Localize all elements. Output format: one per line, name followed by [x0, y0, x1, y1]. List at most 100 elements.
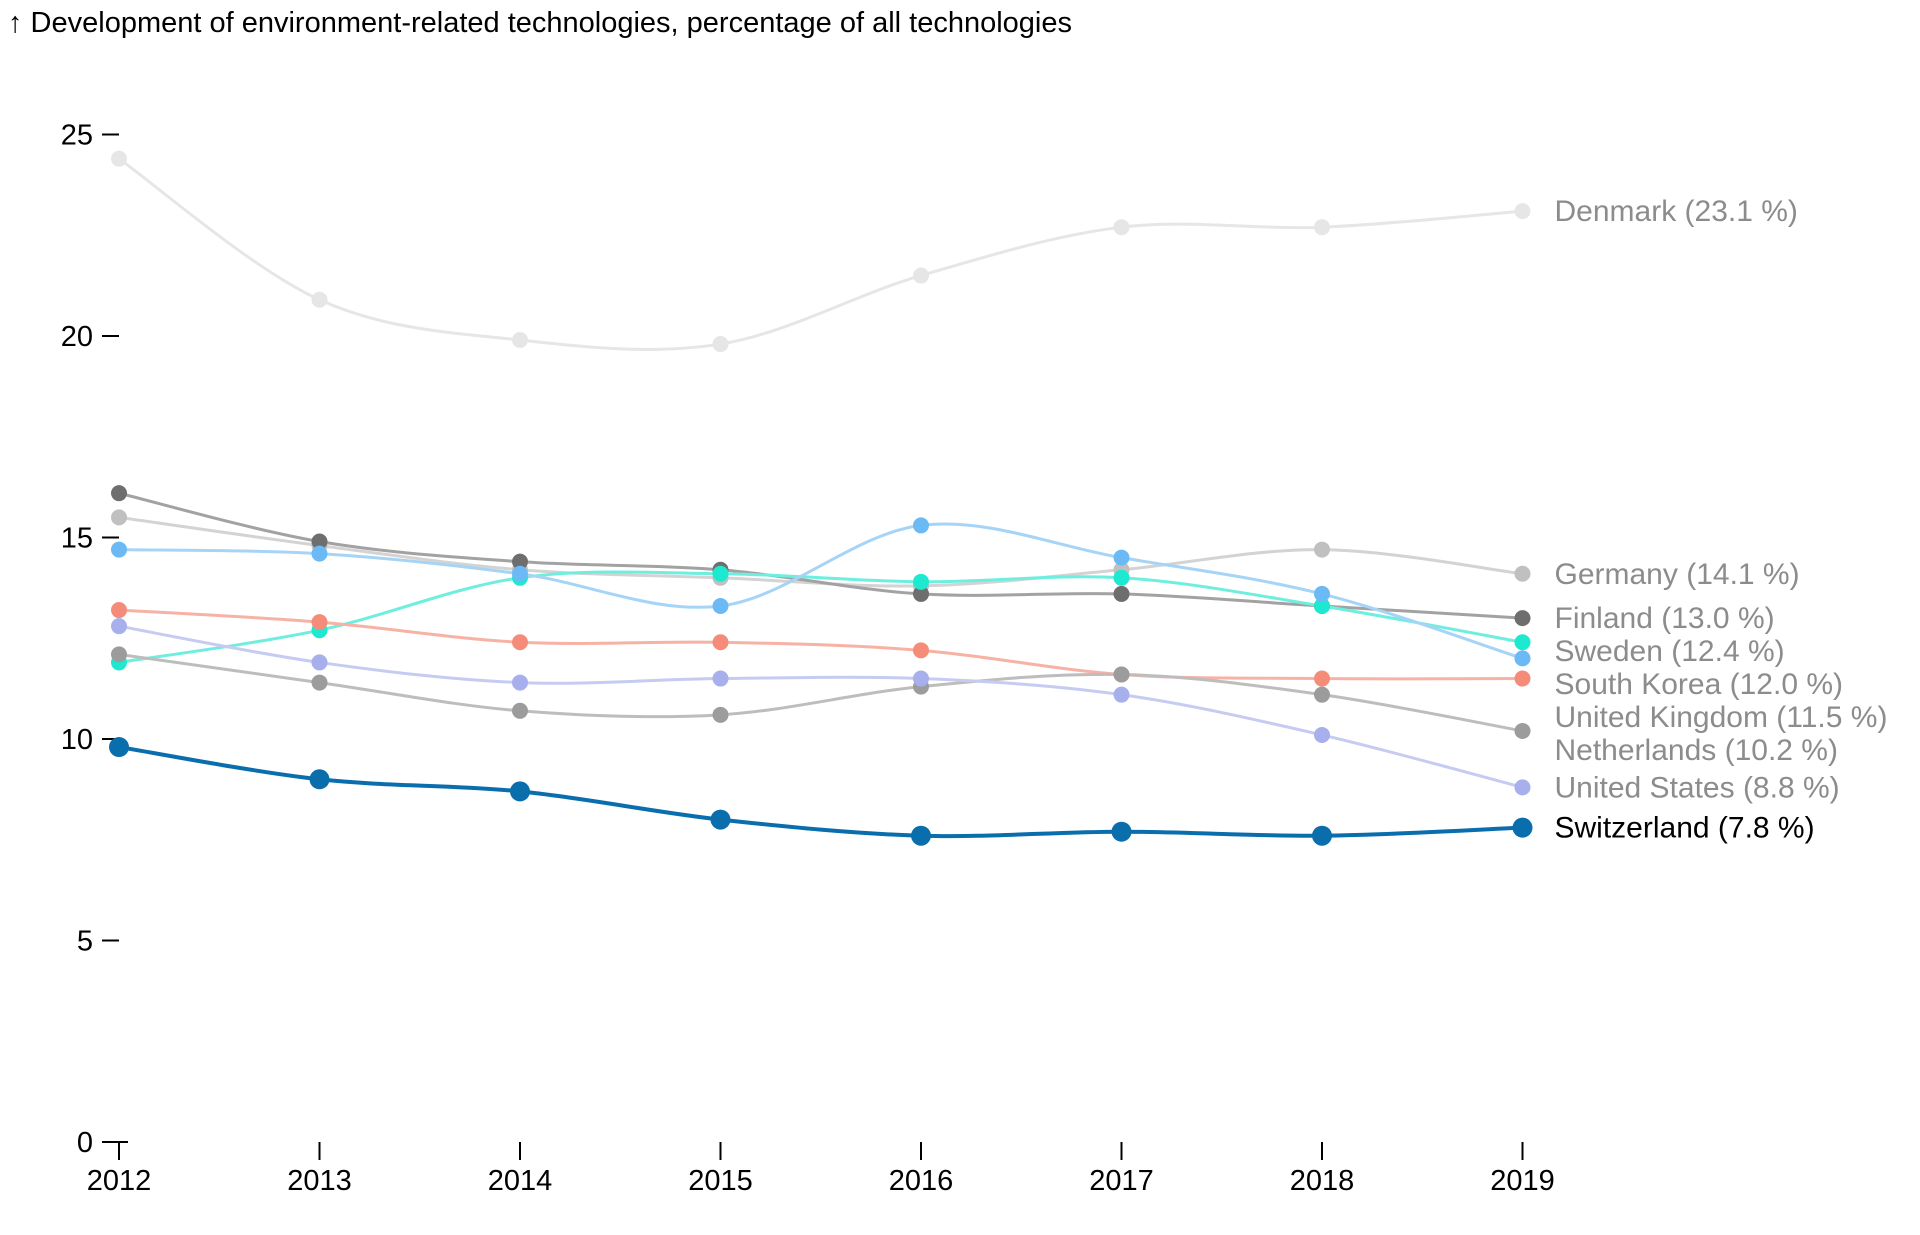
series-label-finland: Finland (13.0 %) [1555, 602, 1775, 635]
data-point-netherlands-2012 [111, 646, 127, 663]
series-labels: Denmark (23.1 %) Germany (14.1 %) Finland … [1555, 195, 1888, 845]
data-point-united-states-2018 [1314, 726, 1330, 743]
data-point-united-states-2019 [1514, 779, 1531, 796]
data-point-united-kingdom-2012 [111, 602, 127, 619]
data-point-south-korea-2015 [712, 598, 729, 615]
data-point-united-states-2015 [712, 670, 729, 687]
data-point-south-korea-2016 [913, 517, 929, 534]
series-label-sweden: Sweden (12.4 %) [1555, 635, 1785, 668]
data-point-united-states-2013 [311, 654, 328, 671]
y-tick-label: 10 [61, 724, 93, 756]
y-tick-label: 0 [77, 1127, 93, 1159]
data-point-denmark-2015 [712, 336, 729, 353]
series-line-switzerland [117, 745, 1525, 839]
series-label-south-korea: South Korea (12.0 %) [1555, 668, 1844, 701]
data-point-united-kingdom-2019 [1514, 670, 1531, 687]
series-line-netherlands [117, 652, 1524, 733]
data-point-denmark-2013 [311, 291, 328, 308]
data-point-sweden-2016 [913, 573, 929, 590]
data-point-switzerland-2014 [510, 781, 530, 802]
data-point-finland-2019 [1514, 610, 1531, 627]
data-point-denmark-2014 [512, 332, 528, 349]
data-point-germany-2019 [1514, 565, 1531, 582]
data-point-denmark-2019 [1514, 203, 1531, 220]
data-point-south-korea-2017 [1113, 549, 1130, 566]
data-point-south-korea-2012 [111, 541, 127, 558]
data-point-united-kingdom-2015 [712, 634, 729, 651]
data-point-switzerland-2013 [309, 769, 330, 790]
data-point-sweden-2019 [1514, 634, 1531, 651]
data-point-germany-2018 [1314, 541, 1330, 558]
data-point-south-korea-2014 [512, 565, 528, 582]
data-point-netherlands-2017 [1113, 666, 1130, 683]
y-tick-label: 20 [61, 321, 93, 353]
chart-title: ↑ Development of environment-related tec… [8, 7, 1072, 39]
data-point-finland-2014 [512, 553, 528, 570]
data-point-netherlands-2015 [712, 706, 729, 723]
series-label-united-kingdom: United Kingdom (11.5 %) [1555, 701, 1888, 734]
data-point-finland-2017 [1113, 585, 1130, 602]
y-tick-label: 15 [61, 523, 93, 555]
x-tick-label: 2012 [87, 1165, 152, 1197]
data-point-denmark-2018 [1314, 219, 1330, 236]
data-point-united-kingdom-2016 [913, 642, 929, 659]
data-point-switzerland-2012 [109, 737, 129, 758]
data-point-denmark-2016 [913, 267, 929, 284]
series-line-south-korea [117, 522, 1524, 660]
series-label-netherlands: Netherlands (10.2 %) [1555, 734, 1838, 767]
data-point-finland-2012 [111, 485, 127, 502]
series-lines [117, 157, 1525, 839]
series-label-denmark: Denmark (23.1 %) [1555, 195, 1798, 228]
x-tick-label: 2014 [488, 1165, 553, 1197]
data-point-united-kingdom-2018 [1314, 670, 1330, 687]
data-point-netherlands-2013 [311, 674, 328, 691]
data-point-united-states-2012 [111, 618, 127, 635]
data-point-finland-2016 [913, 585, 929, 602]
data-point-united-kingdom-2013 [311, 614, 328, 631]
data-point-switzerland-2015 [710, 809, 731, 830]
series-line-sweden [117, 570, 1524, 664]
x-tick-label: 2013 [287, 1165, 352, 1197]
y-axis: 0 5 10 15 20 25 [61, 120, 120, 1160]
data-point-finland-2013 [311, 533, 328, 550]
data-point-switzerland-2016 [911, 825, 931, 846]
series-line-united-states [117, 624, 1524, 789]
series-label-switzerland: Switzerland (7.8 %) [1555, 812, 1815, 845]
data-point-united-kingdom-2014 [512, 634, 528, 651]
data-point-south-korea-2018 [1314, 585, 1330, 602]
x-tick-label: 2016 [889, 1165, 954, 1197]
y-tick-label: 5 [77, 926, 93, 958]
series-label-united-states: United States (8.8 %) [1555, 771, 1840, 804]
data-point-netherlands-2019 [1514, 722, 1531, 739]
data-point-united-states-2017 [1113, 686, 1130, 703]
series-line-finland [117, 491, 1524, 620]
series-markers [109, 150, 1533, 846]
data-point-switzerland-2018 [1312, 825, 1332, 846]
data-point-netherlands-2018 [1314, 686, 1330, 703]
data-point-united-states-2014 [512, 674, 528, 691]
data-point-denmark-2017 [1113, 219, 1130, 236]
data-point-switzerland-2019 [1512, 817, 1533, 838]
x-tick-label: 2015 [688, 1165, 753, 1197]
data-point-switzerland-2017 [1111, 821, 1132, 842]
data-point-denmark-2012 [111, 150, 127, 167]
data-point-south-korea-2019 [1514, 650, 1531, 667]
data-point-netherlands-2014 [512, 702, 528, 719]
data-point-sweden-2017 [1113, 569, 1130, 586]
data-point-sweden-2015 [712, 565, 729, 582]
series-label-germany: Germany (14.1 %) [1555, 558, 1800, 591]
x-tick-label: 2018 [1290, 1165, 1355, 1197]
data-point-germany-2012 [111, 509, 127, 526]
y-tick-label: 25 [61, 120, 93, 152]
series-line-united-kingdom [117, 608, 1524, 681]
series-line-denmark [117, 157, 1524, 351]
x-axis: 2012 2013 2014 2015 2016 2017 2018 2019 [87, 1141, 1555, 1197]
x-tick-label: 2017 [1089, 1165, 1154, 1197]
x-tick-label: 2019 [1490, 1165, 1555, 1197]
data-point-south-korea-2013 [311, 545, 328, 562]
data-point-united-states-2016 [913, 670, 929, 687]
series-line-germany [117, 515, 1524, 588]
data-point-sweden-2018 [1314, 598, 1330, 615]
